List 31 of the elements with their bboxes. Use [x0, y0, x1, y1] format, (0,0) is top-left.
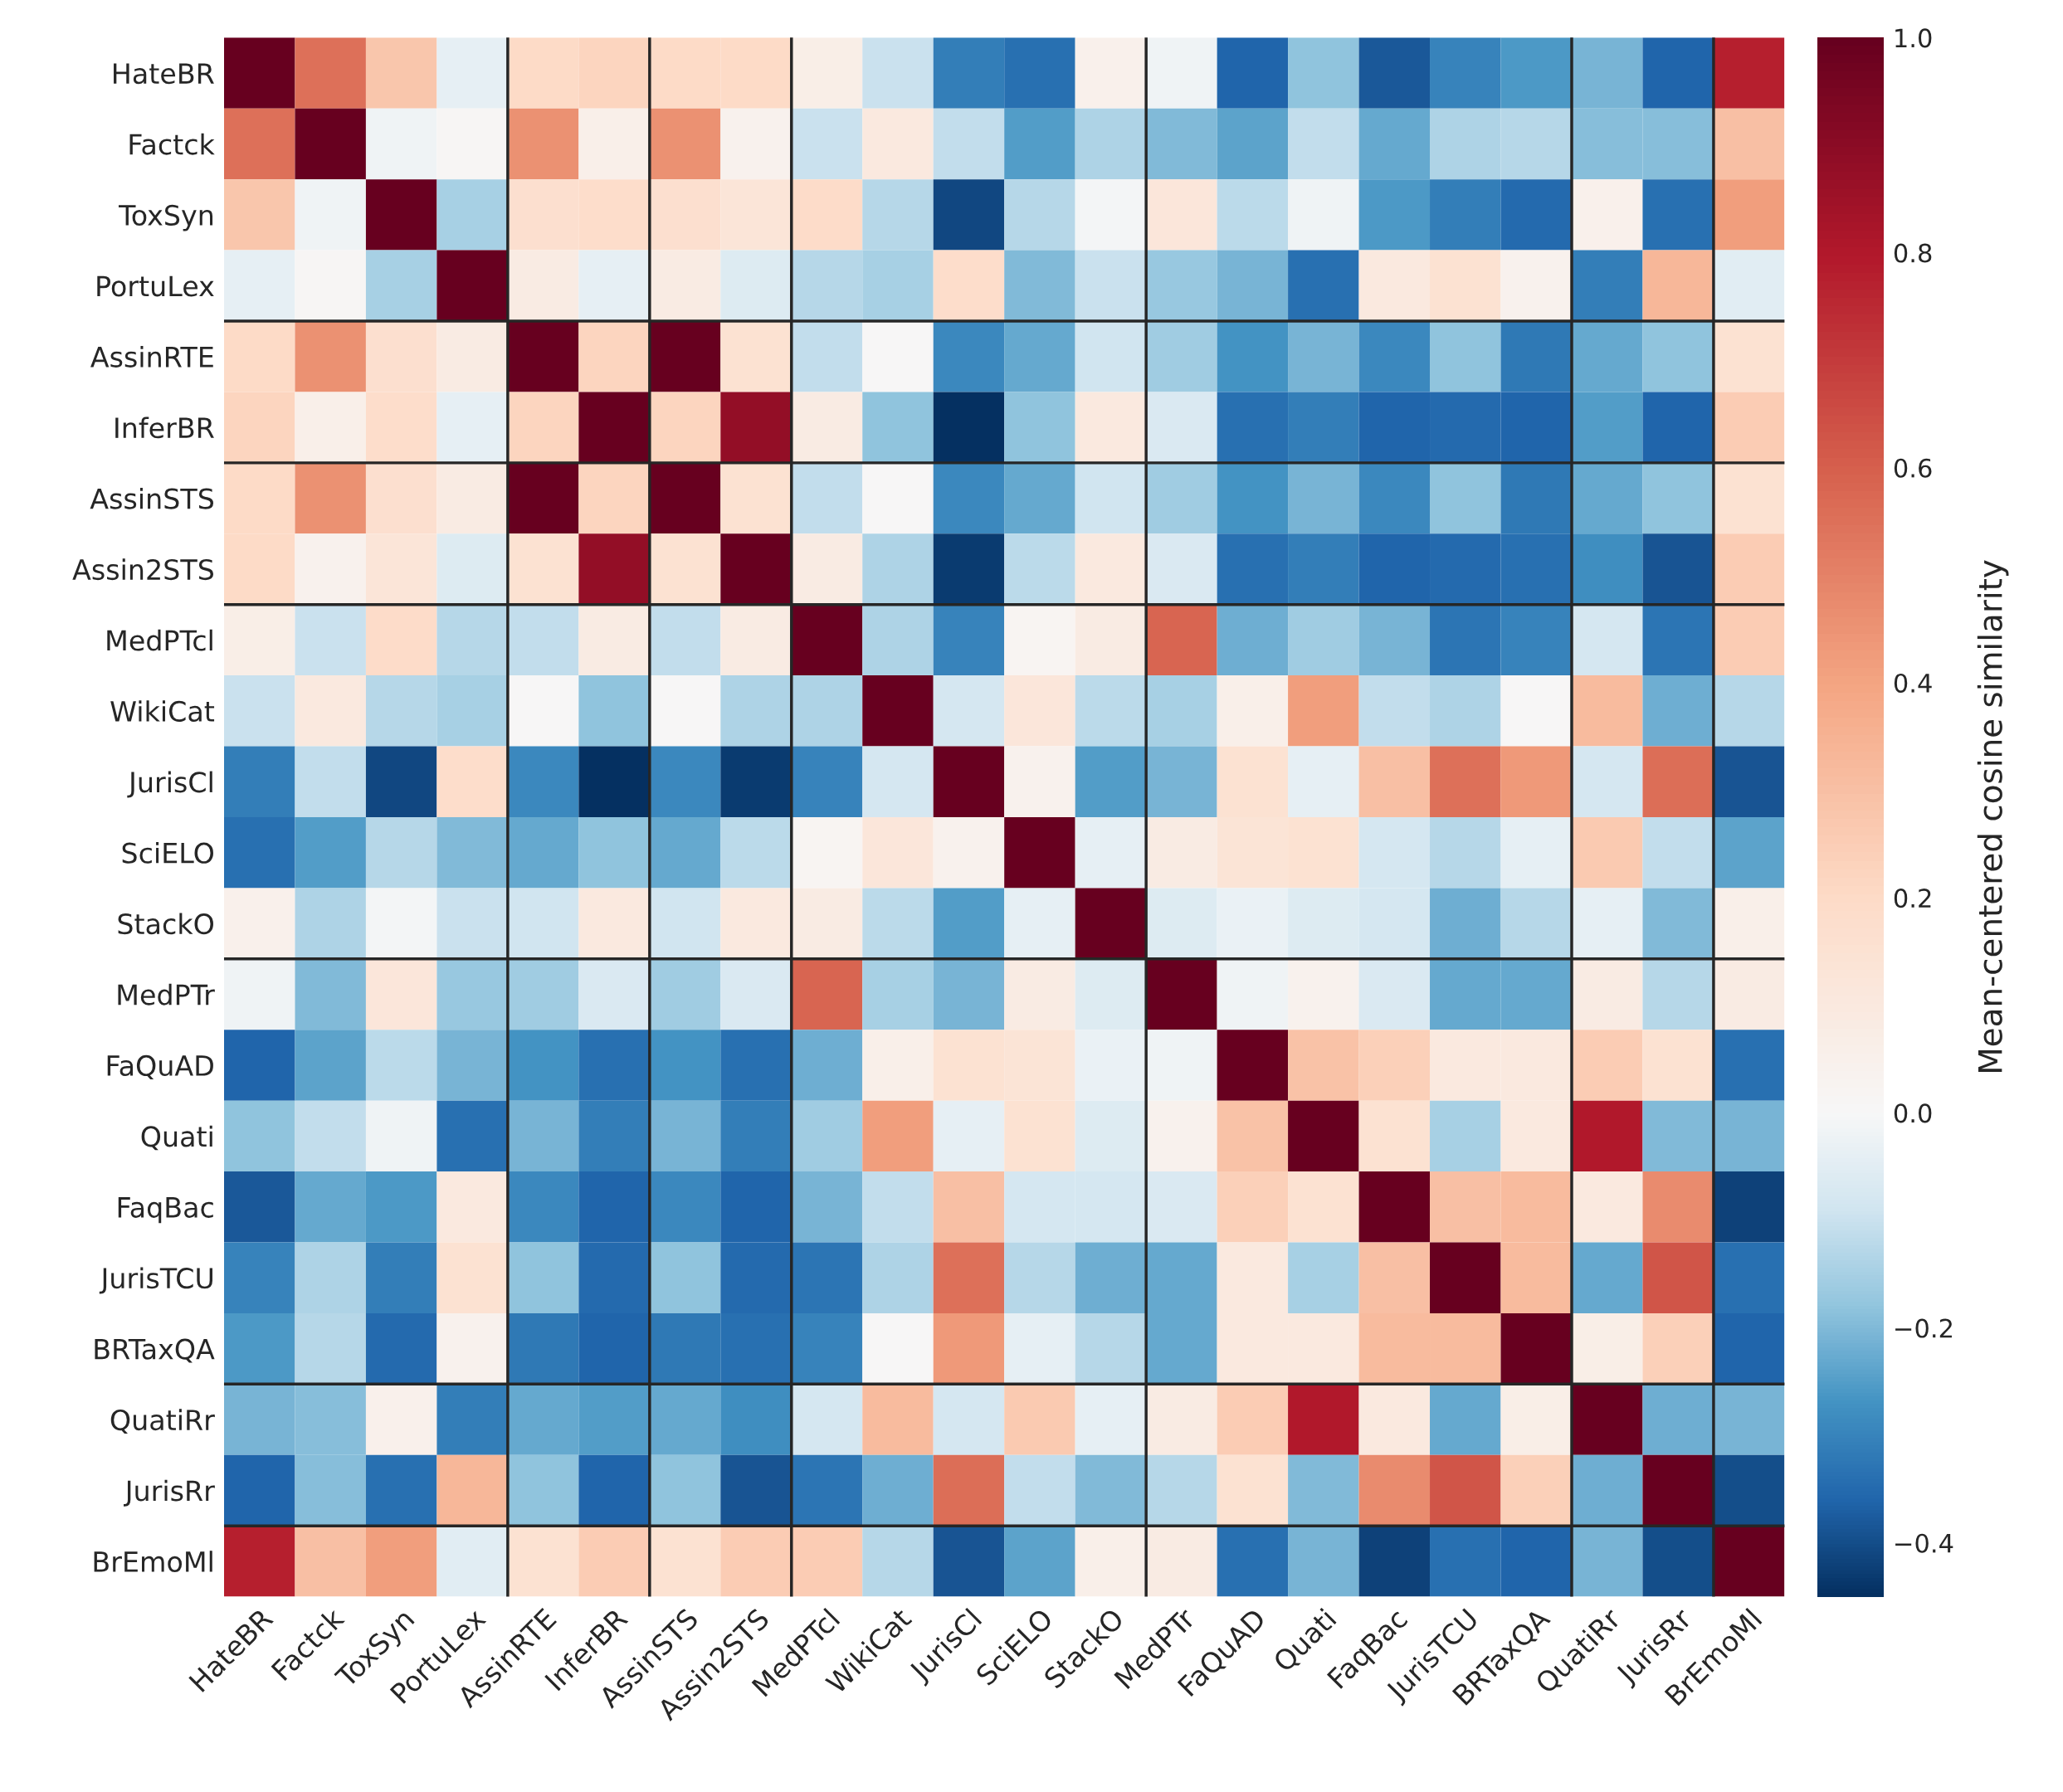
- y-tick-label: BrEmoMl: [94, 1551, 212, 1572]
- y-tick-label: Factck: [129, 133, 215, 155]
- y-tick-label: AssinSTS: [90, 487, 214, 509]
- y-tick-label: Assin2STS: [72, 558, 214, 581]
- y-tick-label: JurisRr: [123, 1479, 215, 1507]
- color-bar-label: 0.8: [1894, 243, 1932, 263]
- y-tick-label: FaQuAD: [107, 1054, 213, 1079]
- color-bar-label: 0.6: [1894, 458, 1932, 478]
- y-tick-label: MedPTr: [118, 983, 215, 1006]
- color-bar-label: −0.4: [1895, 1533, 1953, 1553]
- y-tick-label: FaqBac: [118, 1197, 213, 1224]
- y-tick-label: BRTaxQA: [95, 1338, 215, 1363]
- y-tick-label: ToxSyn: [118, 204, 213, 231]
- y-tick-label: MedPTcl: [107, 629, 212, 651]
- y-tick-label: JurisCl: [127, 771, 212, 798]
- color-bar-label: 0.2: [1894, 889, 1931, 908]
- y-tick-label: WikiCat: [110, 700, 215, 722]
- color-bar-label: 1.0: [1895, 28, 1932, 48]
- y-tick-label: SciELO: [122, 842, 213, 864]
- color-bar-title: Mean-centered cosine similarity: [1977, 560, 2009, 1073]
- y-tick-label: Quati: [141, 1125, 212, 1151]
- y-tick-label: AssinRTE: [90, 346, 213, 368]
- y-tick-label: JurisTCU: [99, 1267, 212, 1294]
- y-tick-label: QuatiRr: [110, 1409, 215, 1434]
- color-bar-label: −0.2: [1895, 1318, 1952, 1338]
- y-tick-label: PortuLex: [97, 275, 214, 297]
- color-bar-label: 0.0: [1894, 1103, 1932, 1123]
- color-bar-label: 0.4: [1894, 673, 1932, 693]
- y-tick-label: InferBR: [115, 416, 214, 439]
- y-tick-label: HateBR: [114, 63, 214, 85]
- y-tick-label: StackO: [118, 913, 213, 935]
